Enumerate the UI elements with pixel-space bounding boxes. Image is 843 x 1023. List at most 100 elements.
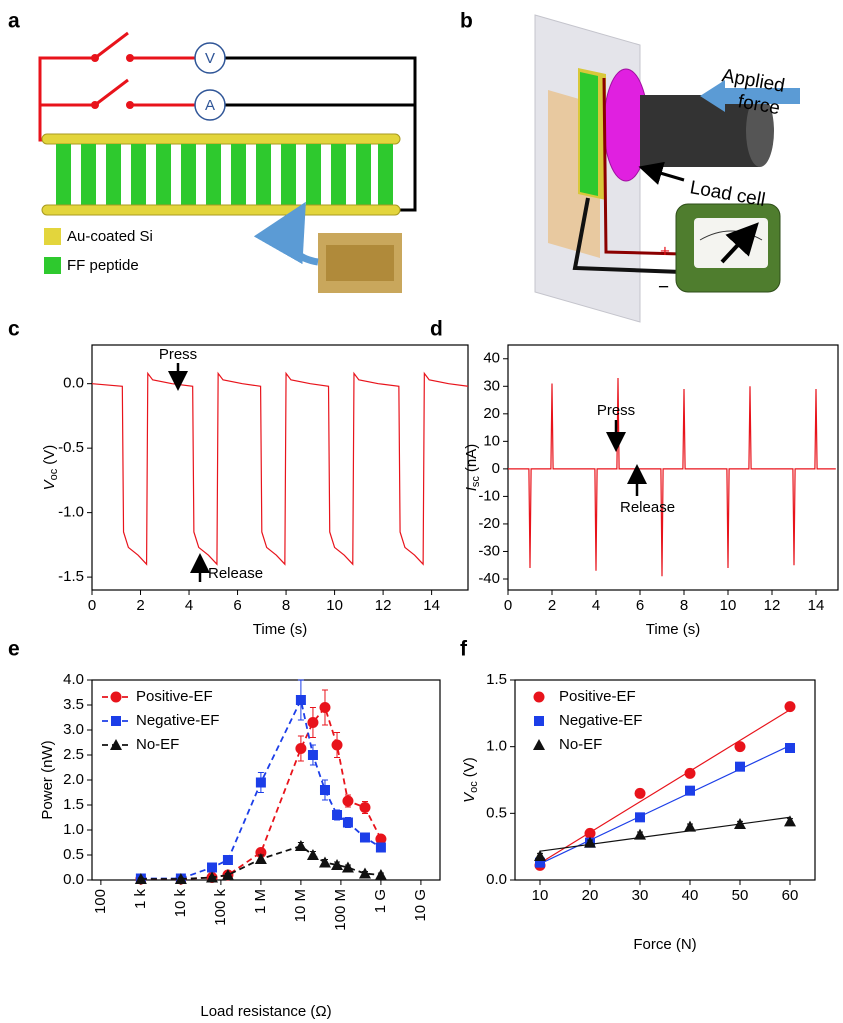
data-point <box>306 849 319 860</box>
y-axis-label-sub: oc <box>48 468 60 480</box>
x-tick-label: 6 <box>636 597 644 614</box>
data-point <box>635 812 645 823</box>
data-point <box>375 842 386 853</box>
y-tick-label: 30 <box>483 377 500 394</box>
y-axis-label: Isc (nA) <box>463 444 482 492</box>
y-tick-label: 3.5 <box>63 696 84 713</box>
y-axis-label: Voc (V) <box>41 445 60 491</box>
x-tick-label: 50 <box>732 887 749 904</box>
y-tick-label: 1.5 <box>486 671 507 688</box>
x-tick-label: 2 <box>548 597 556 614</box>
y-axis-label-sub: sc <box>470 476 482 488</box>
x-tick-label: 4 <box>592 597 600 614</box>
panel-label: c <box>8 318 20 341</box>
y-axis-label: Voc (V) <box>461 757 480 803</box>
data-point <box>331 859 344 870</box>
x-tick-label: 10 G <box>412 889 429 922</box>
y-axis-label: Power (nW) <box>39 740 56 819</box>
fit-line <box>539 709 791 864</box>
y-tick-label: 1.5 <box>63 796 84 813</box>
x-axis-label: Time (s) <box>253 621 307 638</box>
plus-label: + <box>660 241 670 260</box>
legend-label: No-EF <box>559 736 602 753</box>
y-tick-label: 0.5 <box>486 804 507 821</box>
x-tick-label: 100 k <box>212 889 229 926</box>
data-point <box>307 750 318 760</box>
annotation: Press <box>597 402 635 419</box>
panel-label: b <box>460 10 473 33</box>
x-tick-label: 12 <box>764 597 781 614</box>
x-tick-label: 30 <box>632 887 649 904</box>
x-tick-label: 4 <box>185 597 193 614</box>
x-axis-label: Force (N) <box>633 936 696 953</box>
x-tick-label: 14 <box>808 597 825 614</box>
data-point <box>374 869 387 880</box>
data-line <box>91 371 469 566</box>
legend-label: Positive-EF <box>559 688 636 705</box>
legend-label: Positive-EF <box>136 688 213 705</box>
y-tick-label: 2.0 <box>63 771 84 788</box>
y-tick-label: 0.5 <box>63 846 84 863</box>
y-tick-label: 1.0 <box>63 821 84 838</box>
data-point <box>222 855 233 865</box>
plot-frame <box>91 679 441 881</box>
circuit-diagram <box>38 31 417 212</box>
data-point <box>684 767 696 779</box>
data-point <box>331 739 343 751</box>
setup-diagram <box>534 14 800 323</box>
y-axis-label-sub: oc <box>468 781 480 793</box>
data-point <box>358 867 371 879</box>
x-tick-label: 0 <box>88 597 96 614</box>
plot-frame <box>91 344 469 591</box>
data-point <box>634 787 646 799</box>
data-point <box>685 785 695 796</box>
plot-frame <box>514 679 816 881</box>
data-point <box>341 861 354 873</box>
y-tick-label: 3.0 <box>63 721 84 738</box>
data-point <box>359 802 371 813</box>
data-point <box>359 832 370 843</box>
data-point <box>319 702 331 713</box>
y-tick-label: 1.0 <box>486 738 507 755</box>
y-tick-label: -1.0 <box>58 504 84 521</box>
x-tick-label: 60 <box>782 887 799 904</box>
y-tick-label: 40 <box>483 350 500 367</box>
y-axis-label-symbol: V <box>41 478 58 490</box>
y-tick-label: 0.0 <box>486 871 507 888</box>
data-point <box>734 741 746 753</box>
legend-marker <box>533 691 545 703</box>
x-axis-label: Load resistance (Ω) <box>200 1003 331 1020</box>
data-line <box>508 378 836 577</box>
y-axis-label-unit: (V) <box>41 445 58 465</box>
data-point <box>342 795 354 807</box>
x-tick-label: 10 M <box>292 889 309 922</box>
x-tick-label: 8 <box>282 597 290 614</box>
annotation: Release <box>620 499 675 516</box>
panel-label: e <box>8 638 20 661</box>
annotation: Release <box>208 565 263 582</box>
panel-label: d <box>430 318 443 341</box>
data-point <box>295 695 306 705</box>
x-tick-label: 10 <box>720 597 737 614</box>
data-point <box>784 701 796 713</box>
x-tick-label: 10 <box>532 887 549 904</box>
data-point <box>584 836 596 848</box>
data-point <box>221 869 234 880</box>
data-point <box>734 818 746 829</box>
panel-label: f <box>460 638 468 661</box>
data-point <box>784 815 796 827</box>
x-tick-label: 12 <box>375 597 392 614</box>
annotation: Press <box>159 346 197 363</box>
legend-marker <box>110 691 122 703</box>
data-point <box>785 743 795 753</box>
data-point <box>634 828 646 840</box>
x-tick-label: 0 <box>504 597 512 614</box>
data-point <box>294 840 307 851</box>
x-tick-label: 40 <box>682 887 699 904</box>
y-tick-label: 0 <box>492 460 500 477</box>
data-point <box>375 833 387 845</box>
data-point <box>295 743 307 754</box>
legend-label: Negative-EF <box>559 712 642 729</box>
data-point <box>319 785 330 795</box>
x-tick-label: 10 <box>326 597 343 614</box>
